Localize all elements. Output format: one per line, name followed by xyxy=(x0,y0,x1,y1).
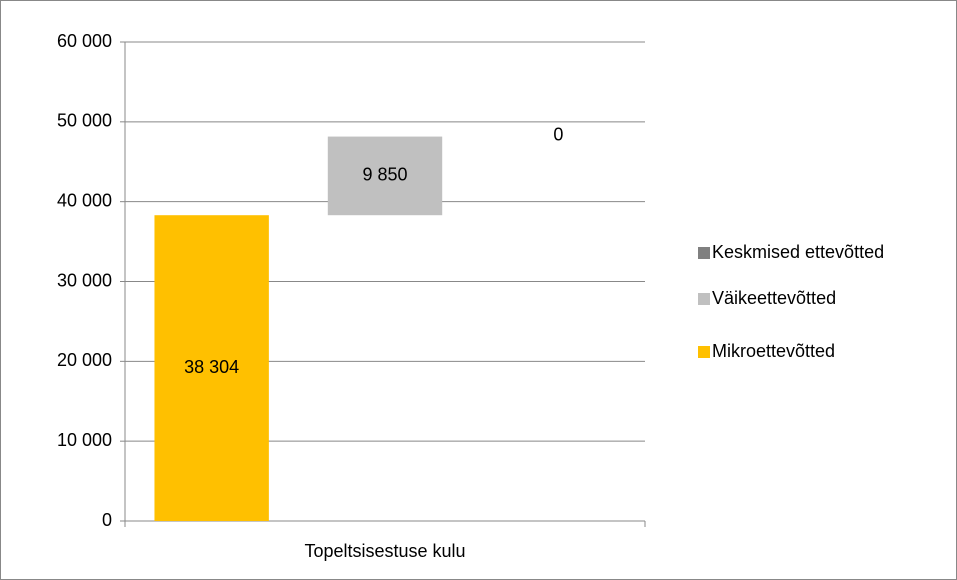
y-tick-label: 20 000 xyxy=(57,350,112,370)
y-tick-label: 0 xyxy=(102,510,112,530)
legend-label: Mikroettevõtted xyxy=(712,341,835,361)
legend-swatch xyxy=(698,346,710,358)
data-label: 9 850 xyxy=(362,165,407,185)
data-label: 38 304 xyxy=(184,357,239,377)
bar xyxy=(154,215,269,521)
y-tick-label: 40 000 xyxy=(57,190,112,210)
legend-label: Keskmised ettevõtted xyxy=(712,242,884,262)
y-tick-label: 10 000 xyxy=(57,430,112,450)
legend-swatch xyxy=(698,247,710,259)
legend-label: Väikeettevõtted xyxy=(712,288,836,308)
x-tick-label: Topeltsisestuse kulu xyxy=(304,541,465,561)
y-tick-label: 30 000 xyxy=(57,270,112,290)
legend-swatch xyxy=(698,293,710,305)
data-label: 0 xyxy=(553,124,563,144)
y-tick-label: 50 000 xyxy=(57,111,112,131)
y-tick-label: 60 000 xyxy=(57,31,112,51)
bar xyxy=(327,136,443,216)
